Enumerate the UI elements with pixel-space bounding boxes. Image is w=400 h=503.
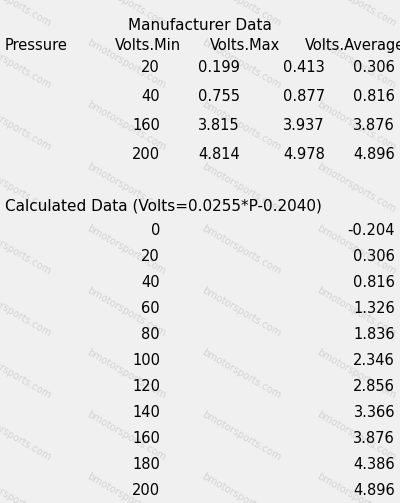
Text: bmotorsports.com: bmotorsports.com [200,409,282,463]
Text: 200: 200 [132,483,160,498]
Text: Manufacturer Data: Manufacturer Data [128,18,272,33]
Text: bmotorsports.com: bmotorsports.com [200,348,282,401]
Text: bmotorsports.com: bmotorsports.com [315,37,398,91]
Text: bmotorsports.com: bmotorsports.com [85,99,168,153]
Text: bmotorsports.com: bmotorsports.com [85,161,168,215]
Text: bmotorsports.com: bmotorsports.com [315,471,398,503]
Text: 4.896: 4.896 [353,147,395,162]
Text: 0.306: 0.306 [353,60,395,75]
Text: 0.413: 0.413 [283,60,325,75]
Text: bmotorsports.com: bmotorsports.com [0,471,52,503]
Text: 3.876: 3.876 [353,431,395,446]
Text: Volts.Min: Volts.Min [115,38,181,53]
Text: 180: 180 [132,457,160,472]
Text: 3.876: 3.876 [353,118,395,133]
Text: 2.346: 2.346 [353,353,395,368]
Text: 40: 40 [141,89,160,104]
Text: 3.815: 3.815 [198,118,240,133]
Text: 2.856: 2.856 [353,379,395,394]
Text: bmotorsports.com: bmotorsports.com [315,99,398,153]
Text: bmotorsports.com: bmotorsports.com [200,37,282,91]
Text: bmotorsports.com: bmotorsports.com [0,409,52,463]
Text: bmotorsports.com: bmotorsports.com [315,223,398,277]
Text: bmotorsports.com: bmotorsports.com [315,348,398,401]
Text: 80: 80 [141,327,160,342]
Text: 160: 160 [132,118,160,133]
Text: bmotorsports.com: bmotorsports.com [85,0,168,29]
Text: 0.816: 0.816 [353,275,395,290]
Text: 4.386: 4.386 [353,457,395,472]
Text: bmotorsports.com: bmotorsports.com [200,161,282,215]
Text: 0.306: 0.306 [353,249,395,264]
Text: 1.326: 1.326 [353,301,395,316]
Text: 3.937: 3.937 [283,118,325,133]
Text: 4.896: 4.896 [353,483,395,498]
Text: 100: 100 [132,353,160,368]
Text: Volts.Average: Volts.Average [305,38,400,53]
Text: 1.836: 1.836 [353,327,395,342]
Text: 40: 40 [141,275,160,290]
Text: 20: 20 [141,60,160,75]
Text: 200: 200 [132,147,160,162]
Text: bmotorsports.com: bmotorsports.com [0,223,52,277]
Text: 0.877: 0.877 [283,89,325,104]
Text: 20: 20 [141,249,160,264]
Text: 120: 120 [132,379,160,394]
Text: Calculated Data (Volts=0.0255*P-0.2040): Calculated Data (Volts=0.0255*P-0.2040) [5,198,322,213]
Text: bmotorsports.com: bmotorsports.com [315,409,398,463]
Text: Pressure: Pressure [5,38,68,53]
Text: bmotorsports.com: bmotorsports.com [85,471,168,503]
Text: 0.816: 0.816 [353,89,395,104]
Text: bmotorsports.com: bmotorsports.com [315,0,398,29]
Text: -0.204: -0.204 [348,223,395,238]
Text: bmotorsports.com: bmotorsports.com [85,348,168,401]
Text: 4.814: 4.814 [198,147,240,162]
Text: bmotorsports.com: bmotorsports.com [200,223,282,277]
Text: 60: 60 [141,301,160,316]
Text: bmotorsports.com: bmotorsports.com [315,285,398,339]
Text: bmotorsports.com: bmotorsports.com [200,285,282,339]
Text: bmotorsports.com: bmotorsports.com [0,0,52,29]
Text: bmotorsports.com: bmotorsports.com [315,161,398,215]
Text: bmotorsports.com: bmotorsports.com [85,223,168,277]
Text: 160: 160 [132,431,160,446]
Text: 4.978: 4.978 [283,147,325,162]
Text: 0: 0 [151,223,160,238]
Text: 3.366: 3.366 [354,405,395,420]
Text: bmotorsports.com: bmotorsports.com [0,161,52,215]
Text: 0.199: 0.199 [198,60,240,75]
Text: bmotorsports.com: bmotorsports.com [0,348,52,401]
Text: bmotorsports.com: bmotorsports.com [0,99,52,153]
Text: bmotorsports.com: bmotorsports.com [200,99,282,153]
Text: bmotorsports.com: bmotorsports.com [0,37,52,91]
Text: 0.755: 0.755 [198,89,240,104]
Text: bmotorsports.com: bmotorsports.com [200,0,282,29]
Text: bmotorsports.com: bmotorsports.com [85,409,168,463]
Text: bmotorsports.com: bmotorsports.com [85,285,168,339]
Text: bmotorsports.com: bmotorsports.com [85,37,168,91]
Text: Volts.Max: Volts.Max [210,38,280,53]
Text: bmotorsports.com: bmotorsports.com [200,471,282,503]
Text: bmotorsports.com: bmotorsports.com [0,285,52,339]
Text: 140: 140 [132,405,160,420]
